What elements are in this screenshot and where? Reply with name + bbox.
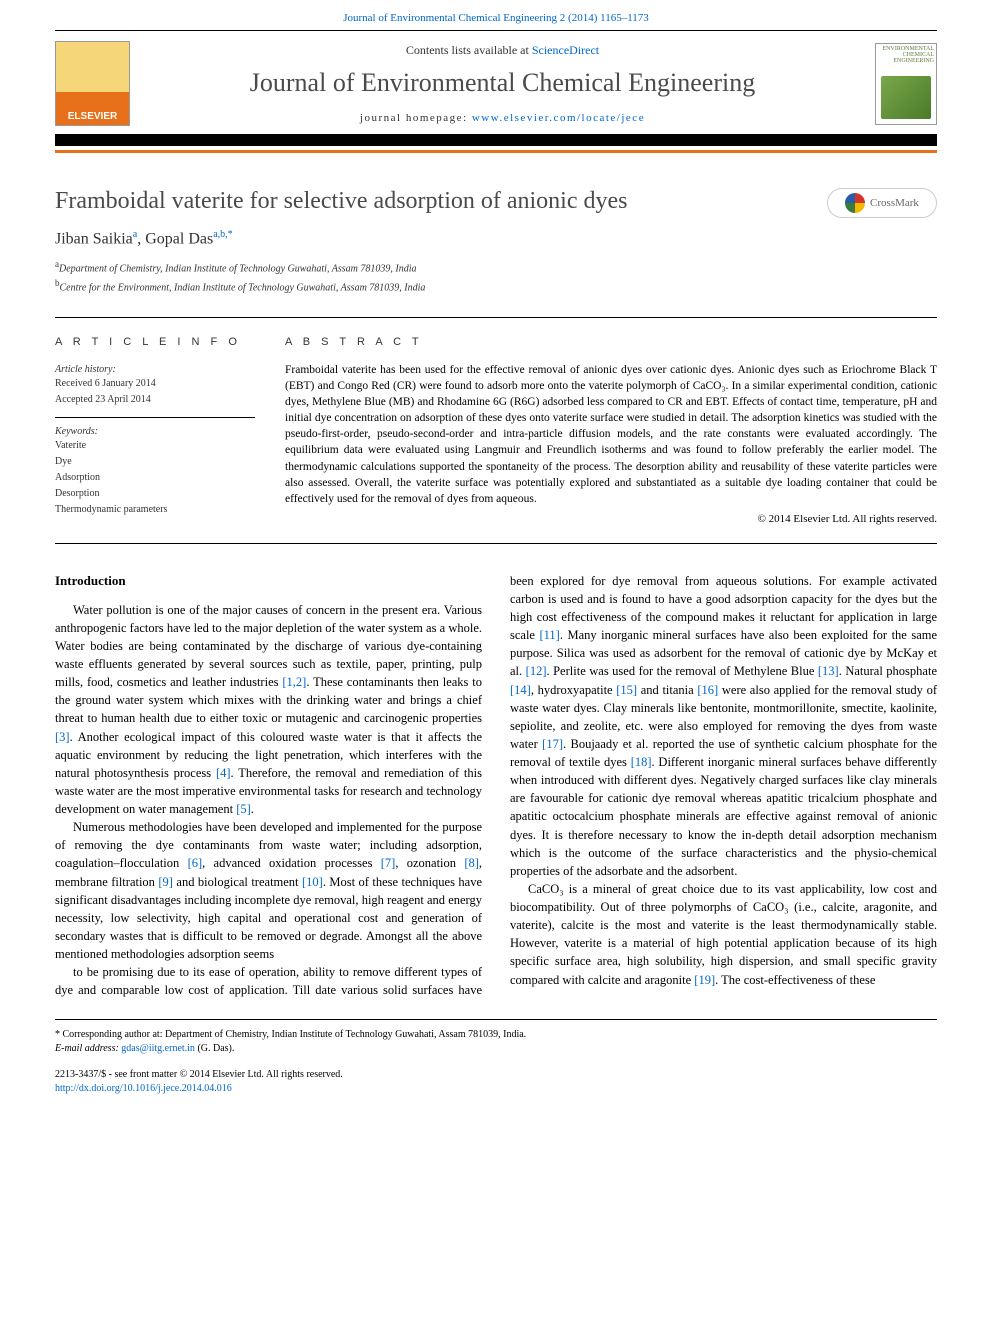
corresponding-author: * Corresponding author at: Department of… [55,1028,937,1042]
crossmark-button[interactable]: CrossMark [827,188,937,218]
issn-line: 2213-3437/$ - see front matter © 2014 El… [55,1068,937,1082]
email-suffix: (G. Das). [195,1043,234,1054]
article-info-panel: A R T I C L E I N F O Article history: R… [55,336,255,525]
keyword-1: Vaterite [55,439,255,453]
ref-link[interactable]: [15] [616,683,637,697]
introduction-heading: Introduction [55,572,482,591]
ref-link[interactable]: [12] [526,664,547,678]
author-1: Jiban Saikia [55,230,133,247]
abstract-copyright: © 2014 Elsevier Ltd. All rights reserved… [285,513,937,525]
journal-name: Journal of Environmental Chemical Engine… [145,68,860,98]
accepted-date: Accepted 23 April 2014 [55,393,255,407]
ref-link[interactable]: [7] [381,856,396,870]
received-date: Received 6 January 2014 [55,377,255,391]
keyword-4: Desorption [55,487,255,501]
corr-text: Corresponding author at: Department of C… [60,1029,526,1040]
email-link[interactable]: gdas@iitg.ernet.in [121,1043,195,1054]
author-2-affil: a,b,* [213,229,232,240]
sciencedirect-link[interactable]: ScienceDirect [532,43,599,57]
email-label: E-mail address: [55,1043,121,1054]
article-title: Framboidal vaterite for selective adsorp… [55,188,627,215]
affil-a: Department of Chemistry, Indian Institut… [59,264,417,275]
ref-link[interactable]: [13] [818,664,839,678]
email-line: E-mail address: gdas@iitg.ernet.in (G. D… [55,1042,937,1056]
article-info-heading: A R T I C L E I N F O [55,336,255,348]
crossmark-label: CrossMark [870,197,919,209]
body-paragraph-2: Numerous methodologies have been develop… [55,818,482,963]
journal-header: Contents lists available at ScienceDirec… [55,30,937,134]
body-paragraph-4: CaCO₃ is a mineral of great choice due t… [510,880,937,989]
contents-prefix: Contents lists available at [406,43,532,57]
footer: * Corresponding author at: Department of… [55,1019,937,1096]
author-2: Gopal Das [145,230,213,247]
article-body: Introduction Water pollution is one of t… [55,572,937,1000]
affiliations: aDepartment of Chemistry, Indian Institu… [55,258,937,295]
ref-link[interactable]: [18] [631,755,652,769]
ref-link[interactable]: [19] [694,973,715,987]
journal-cover-thumbnail: ENVIRONMENTAL CHEMICAL ENGINEERING [875,43,937,125]
ref-link[interactable]: [9] [158,875,173,889]
history-label: Article history: [55,364,255,375]
keyword-2: Dye [55,455,255,469]
abstract-heading: A B S T R A C T [285,336,937,348]
authors-line: Jiban Saikiaa, Gopal Dasa,b,* [55,229,937,248]
ref-link[interactable]: [11] [539,628,559,642]
ref-link[interactable]: [16] [697,683,718,697]
ref-link[interactable]: [6] [188,856,203,870]
doi-link[interactable]: http://dx.doi.org/10.1016/j.jece.2014.04… [55,1083,232,1094]
ref-link[interactable]: [1,2] [282,675,306,689]
abstract-text: Framboidal vaterite has been used for th… [285,362,937,507]
ref-link[interactable]: [3] [55,730,70,744]
homepage-link[interactable]: www.elsevier.com/locate/jece [472,112,645,124]
ref-link[interactable]: [5] [236,802,251,816]
abstract-panel: A B S T R A C T Framboidal vaterite has … [285,336,937,525]
header-divider-orange [55,150,937,153]
ref-link[interactable]: [14] [510,683,531,697]
keywords-label: Keywords: [55,426,255,437]
homepage-prefix: journal homepage: [360,112,472,124]
affil-b: Centre for the Environment, Indian Insti… [60,282,426,293]
keyword-3: Adsorption [55,471,255,485]
header-divider-black [55,134,937,146]
ref-link[interactable]: [4] [216,766,231,780]
body-paragraph-1: Water pollution is one of the major caus… [55,601,482,819]
homepage-line: journal homepage: www.elsevier.com/locat… [145,112,860,124]
journal-citation-link[interactable]: Journal of Environmental Chemical Engine… [0,0,992,30]
crossmark-icon [845,193,865,213]
keyword-5: Thermodynamic parameters [55,503,255,517]
ref-link[interactable]: [8] [464,856,479,870]
elsevier-logo [55,41,130,126]
contents-line: Contents lists available at ScienceDirec… [145,43,860,58]
ref-link[interactable]: [10] [302,875,323,889]
ref-link[interactable]: [17] [542,737,563,751]
